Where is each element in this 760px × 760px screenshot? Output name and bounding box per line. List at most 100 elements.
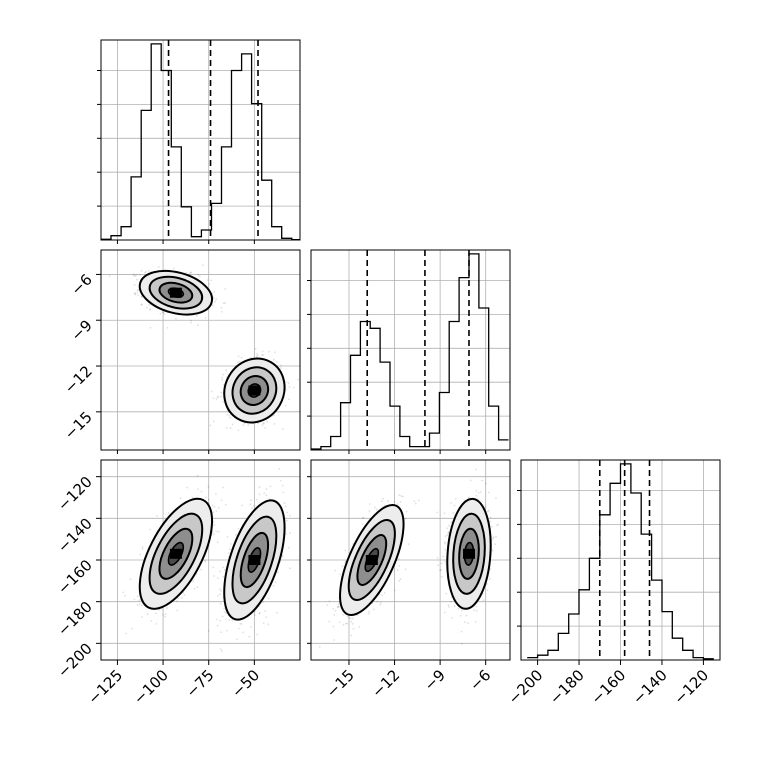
scatter-point <box>439 569 442 572</box>
scatter-point <box>445 592 447 595</box>
scatter-point <box>346 615 349 618</box>
scatter-point <box>220 391 223 394</box>
scatter-point <box>262 422 265 424</box>
scatter-point <box>393 501 396 503</box>
scatter-point <box>399 500 402 503</box>
scatter-point <box>239 622 242 625</box>
scatter-point <box>222 486 224 489</box>
y-tick-label: −200 <box>54 639 96 681</box>
scatter-point <box>237 429 240 432</box>
x-tick-label: −9 <box>421 666 449 694</box>
scatter-point <box>217 396 220 399</box>
scatter-point <box>457 607 460 610</box>
scatter-point <box>202 264 204 267</box>
scatter-point <box>440 562 443 565</box>
scatter-point <box>446 527 449 530</box>
scatter-point <box>286 511 289 514</box>
joint-panel-content <box>101 250 300 450</box>
scatter-point <box>362 516 365 519</box>
scatter-point <box>444 535 447 538</box>
scatter-point <box>189 271 192 274</box>
scatter-point <box>173 267 175 270</box>
scatter-point <box>207 498 210 501</box>
scatter-point <box>213 524 216 527</box>
scatter-point <box>288 386 291 388</box>
scatter-point <box>441 576 443 578</box>
scatter-point <box>125 632 127 635</box>
scatter-point <box>273 414 275 417</box>
scatter-point <box>447 532 450 535</box>
histogram-panel-2 <box>517 459 721 661</box>
scatter-point <box>272 358 275 361</box>
scatter-point <box>486 583 488 585</box>
scatter-point <box>459 614 462 617</box>
scatter-point <box>197 273 200 276</box>
scatter-point <box>344 561 346 564</box>
scatter-point <box>249 503 252 506</box>
scatter-point <box>452 511 455 514</box>
scatter-point <box>349 617 352 620</box>
scatter-point <box>265 488 268 490</box>
scatter-point <box>206 279 209 281</box>
scatter-point <box>219 619 222 622</box>
scatter-point <box>489 520 491 522</box>
scatter-point <box>289 567 291 570</box>
x-tick-label: −200 <box>505 666 547 708</box>
scatter-point <box>197 324 200 327</box>
scatter-point <box>486 589 489 592</box>
histogram-panel-0 <box>97 39 301 241</box>
scatter-point <box>444 561 446 563</box>
scatter-point <box>264 610 266 613</box>
scatter-point <box>258 612 261 615</box>
scatter-point <box>250 625 253 628</box>
scatter-point <box>276 361 278 363</box>
scatter-point <box>141 548 144 550</box>
scatter-point <box>225 426 228 429</box>
joint-panel-content <box>311 460 510 660</box>
scatter-point <box>285 381 287 383</box>
scatter-point <box>444 611 446 614</box>
scatter-point <box>374 506 376 509</box>
scatter-point <box>447 531 450 534</box>
scatter-point <box>255 498 258 501</box>
x-tick-label: −15 <box>323 666 358 701</box>
scatter-point <box>215 397 218 400</box>
scatter-point <box>453 605 456 608</box>
scatter-point <box>460 609 463 612</box>
scatter-point <box>262 601 265 603</box>
scatter-point <box>264 426 267 429</box>
scatter-point <box>216 624 219 627</box>
scatter-point <box>497 523 500 526</box>
scatter-point <box>215 298 218 300</box>
scatter-point <box>274 351 276 354</box>
x-tick-label: −12 <box>368 666 403 701</box>
scatter-point <box>489 577 491 580</box>
scatter-point <box>258 493 261 496</box>
scatter-point <box>149 308 151 310</box>
scatter-point <box>136 289 139 292</box>
scatter-point <box>277 571 279 574</box>
scatter-point <box>221 376 224 379</box>
scatter-point <box>164 613 167 615</box>
scatter-point <box>475 605 478 608</box>
scatter-point <box>361 516 364 519</box>
scatter-point <box>140 269 143 272</box>
scatter-point <box>209 424 212 427</box>
y-tick-label: −9 <box>67 316 95 344</box>
scatter-point <box>448 524 450 527</box>
scatter-point <box>222 373 225 376</box>
scatter-point <box>226 413 229 416</box>
scatter-point <box>337 606 340 609</box>
scatter-point <box>124 594 127 597</box>
scatter-point <box>446 534 449 537</box>
y-tick-label: −160 <box>54 556 96 598</box>
scatter-point <box>475 468 477 471</box>
scatter-point <box>258 486 261 489</box>
scatter-point <box>129 578 132 581</box>
scatter-point <box>495 497 497 499</box>
x-tick-label: −50 <box>228 666 263 701</box>
scatter-point <box>442 555 444 558</box>
scatter-point <box>450 617 453 619</box>
scatter-point <box>108 275 111 278</box>
scatter-point <box>134 293 137 296</box>
